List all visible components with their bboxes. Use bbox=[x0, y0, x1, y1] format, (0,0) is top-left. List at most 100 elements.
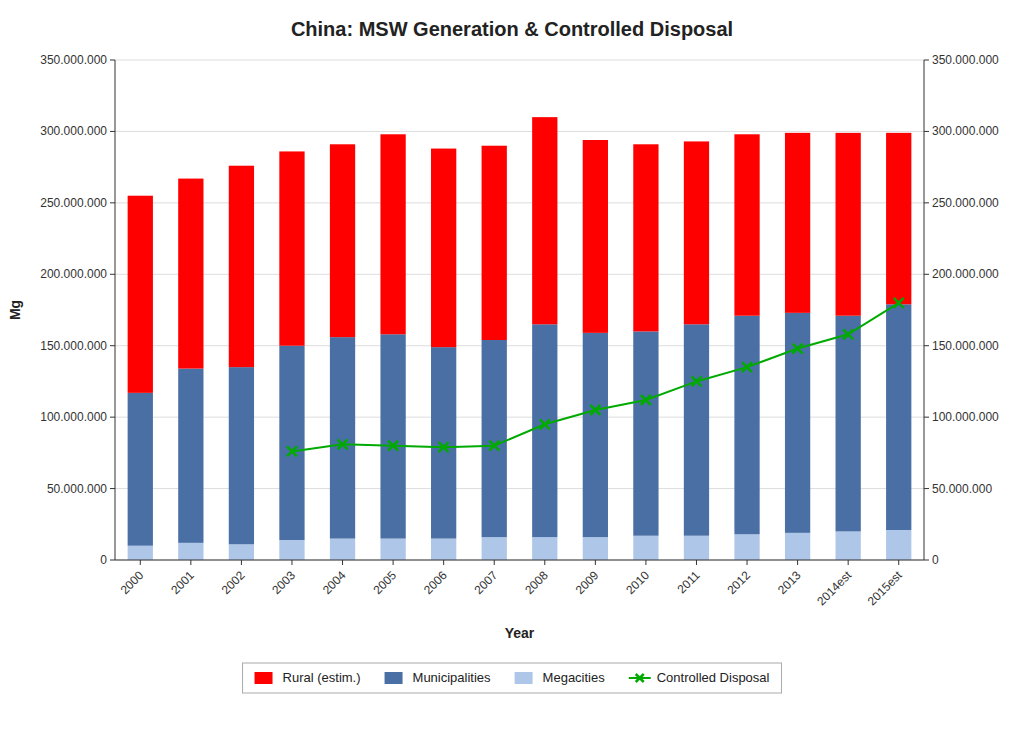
bar bbox=[734, 316, 759, 535]
y2-tick-label: 100.000.000 bbox=[932, 410, 999, 424]
x-tick-label: 2010 bbox=[623, 568, 652, 597]
bar bbox=[836, 133, 861, 316]
marker bbox=[287, 446, 297, 456]
marker bbox=[439, 442, 449, 452]
x-tick bbox=[241, 560, 242, 565]
marker bbox=[338, 439, 348, 449]
bar bbox=[178, 369, 203, 543]
x-axis-label: Year bbox=[505, 625, 535, 641]
legend-marker bbox=[636, 674, 644, 682]
x-tick bbox=[342, 560, 343, 565]
bar bbox=[128, 196, 153, 393]
bar bbox=[532, 324, 557, 537]
bar bbox=[279, 540, 304, 560]
bar bbox=[330, 144, 355, 337]
legend-swatch bbox=[255, 672, 273, 684]
marker bbox=[388, 441, 398, 451]
legend: Rural (estim.) Municipalities Megacities Co… bbox=[243, 663, 782, 693]
bar bbox=[532, 117, 557, 324]
bar bbox=[886, 133, 911, 304]
x-axis-line bbox=[115, 560, 924, 561]
x-tick bbox=[140, 560, 141, 565]
x-tick-label: 2001 bbox=[168, 568, 197, 597]
bar bbox=[330, 539, 355, 560]
legend-swatch bbox=[515, 672, 533, 684]
y-tick-label: 50.000.000 bbox=[47, 482, 107, 496]
x-tick-label: 2005 bbox=[370, 568, 399, 597]
marker bbox=[742, 362, 752, 372]
bar-series bbox=[128, 117, 912, 393]
bar bbox=[633, 144, 658, 331]
bar bbox=[229, 166, 254, 367]
legend-label: Megacities bbox=[543, 670, 606, 685]
bar bbox=[128, 393, 153, 546]
y2-tick bbox=[924, 274, 929, 275]
y-tick-label: 350.000.000 bbox=[40, 53, 107, 67]
x-tick-label: 2004 bbox=[320, 568, 349, 597]
bar bbox=[734, 534, 759, 560]
bar bbox=[178, 543, 203, 560]
bar bbox=[583, 140, 608, 333]
line-series bbox=[287, 298, 904, 457]
x-tick-label: 2006 bbox=[421, 568, 450, 597]
bar bbox=[229, 544, 254, 560]
line bbox=[292, 303, 899, 452]
y-tick bbox=[110, 417, 115, 418]
bar bbox=[633, 536, 658, 560]
x-tick bbox=[393, 560, 394, 565]
legend-label: Municipalities bbox=[413, 670, 492, 685]
grid-line bbox=[115, 131, 924, 132]
x-tick-label: 2015est bbox=[865, 568, 906, 609]
legend-label: Rural (estim.) bbox=[283, 670, 361, 685]
y-tick bbox=[110, 345, 115, 346]
x-tick bbox=[898, 560, 899, 565]
bar bbox=[785, 133, 810, 313]
x-tick bbox=[291, 560, 292, 565]
bar bbox=[380, 539, 405, 560]
bar bbox=[583, 333, 608, 537]
bar bbox=[684, 324, 709, 535]
legend-swatch bbox=[385, 672, 403, 684]
y2-tick-label: 250.000.000 bbox=[932, 196, 999, 210]
y-tick bbox=[110, 488, 115, 489]
y2-tick-label: 0 bbox=[932, 553, 939, 567]
y2-tick-label: 50.000.000 bbox=[932, 482, 992, 496]
y-tick-label: 150.000.000 bbox=[40, 339, 107, 353]
grid-line bbox=[115, 560, 924, 561]
bar bbox=[886, 304, 911, 530]
marker bbox=[691, 376, 701, 386]
legend-item: Controlled Disposal bbox=[629, 670, 770, 685]
bar bbox=[886, 530, 911, 560]
y2-tick bbox=[924, 417, 929, 418]
bar bbox=[380, 134, 405, 334]
title: China: MSW Generation & Controlled Dispo… bbox=[291, 18, 733, 40]
bar bbox=[279, 346, 304, 540]
y2-tick bbox=[924, 131, 929, 132]
bar bbox=[431, 149, 456, 348]
y-tick bbox=[110, 202, 115, 203]
bar bbox=[380, 334, 405, 538]
x-tick bbox=[190, 560, 191, 565]
marker bbox=[894, 298, 904, 308]
x-tick bbox=[544, 560, 545, 565]
y-tick bbox=[110, 560, 115, 561]
bar bbox=[128, 546, 153, 560]
x-tick bbox=[443, 560, 444, 565]
x-tick-label: 2012 bbox=[724, 568, 753, 597]
y-tick bbox=[110, 60, 115, 61]
x-tick bbox=[595, 560, 596, 565]
x-tick bbox=[645, 560, 646, 565]
legend-frame bbox=[243, 663, 782, 693]
marker bbox=[590, 405, 600, 415]
bar bbox=[684, 536, 709, 560]
grid bbox=[115, 60, 924, 560]
y-tick-label: 0 bbox=[100, 553, 107, 567]
x-tick-label: 2013 bbox=[775, 568, 804, 597]
chart: 050.000.000100.000.000150.000.000200.000… bbox=[0, 0, 1024, 736]
marker bbox=[540, 419, 550, 429]
x-tick-label: 2008 bbox=[522, 568, 551, 597]
legend-items: Rural (estim.) Municipalities Megacities Co… bbox=[255, 670, 770, 685]
bar bbox=[583, 537, 608, 560]
bar bbox=[431, 347, 456, 538]
bar bbox=[178, 179, 203, 369]
